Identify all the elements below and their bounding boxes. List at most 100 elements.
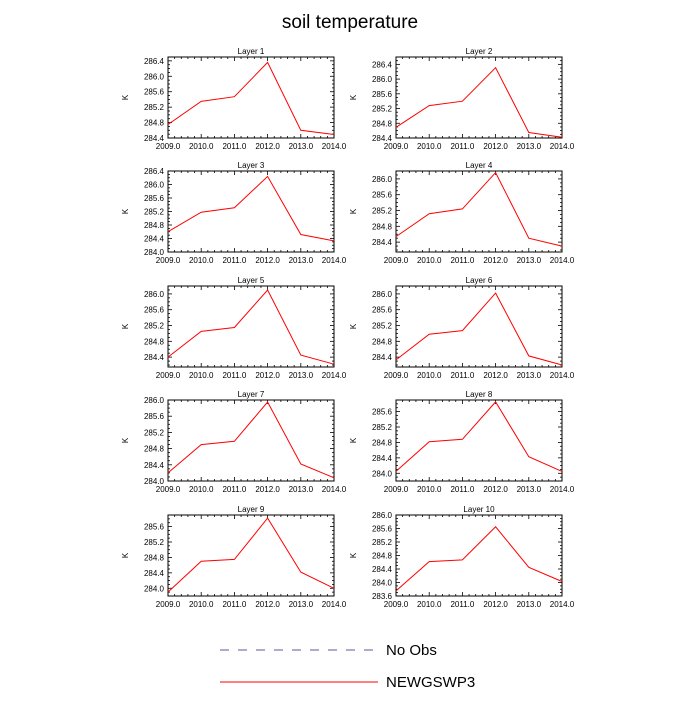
panel-layer-1: Layer 1 K 2009.0 2010.0 2011.0 2012.0 2013.0 20… <box>121 47 347 151</box>
panel-title: Layer 3 <box>238 161 265 170</box>
x-tick-label: 2012.0 <box>255 600 280 609</box>
x-tick-label: 2011.0 <box>450 371 474 380</box>
panel-layer-9: Layer 9 K 2009.0 2010.0 2011.0 2012.0 2013.0 20… <box>121 505 347 609</box>
panel-title: Layer 9 <box>238 505 265 514</box>
legend-label-newgswp3: NEWGSWP3 <box>386 674 475 691</box>
series-line-newgswp3 <box>395 401 563 472</box>
x-tick-label: 2011.0 <box>450 256 474 265</box>
plot-frame <box>167 56 335 139</box>
x-tick-label: 2010.0 <box>417 600 442 609</box>
y-tick-label: 285.2 <box>372 538 393 547</box>
y-tick-label: 284.8 <box>372 119 393 128</box>
y-tick-label: 285.2 <box>372 423 393 432</box>
panel-layer-2: Layer 2 K 2009.0 2010.0 2011.0 2012.0 2013.0 20… <box>349 47 575 151</box>
x-tick-label: 2014.0 <box>322 142 347 151</box>
y-tick-label: 284.0 <box>372 579 393 588</box>
x-tick-label: 2012.0 <box>255 142 280 151</box>
y-tick-label: 284.4 <box>144 569 165 578</box>
y-tick-label: 283.6 <box>372 592 393 601</box>
y-tick-label: 284.4 <box>144 461 165 470</box>
x-tick-label: 2013.0 <box>289 485 314 494</box>
x-tick-label: 2010.0 <box>417 142 442 151</box>
x-tick-label: 2010.0 <box>189 142 214 151</box>
y-tick-label: 286.0 <box>372 511 393 520</box>
x-tick-label: 2013.0 <box>517 485 542 494</box>
y-tick-label: 286.0 <box>144 181 165 190</box>
y-tick-label: 284.8 <box>144 119 165 128</box>
y-tick-label: 285.2 <box>144 428 165 437</box>
panel-layer-4: Layer 4 K 2009.0 2010.0 2011.0 2012.0 2013.0 20… <box>349 161 575 265</box>
x-tick-label: 2010.0 <box>189 371 214 380</box>
plot-frame <box>395 170 563 253</box>
x-tick-label: 2009.0 <box>384 256 409 265</box>
figure-title: soil temperature <box>282 12 418 33</box>
series-line-newgswp3 <box>395 66 563 138</box>
y-axis-label: K <box>121 437 130 443</box>
x-tick-label: 2009.0 <box>384 600 409 609</box>
y-tick-label: 285.6 <box>144 306 165 315</box>
x-tick-label: 2013.0 <box>517 256 542 265</box>
legend: No Obs NEWGSWP3 <box>220 642 475 691</box>
x-tick-label: 2013.0 <box>517 600 542 609</box>
panel-layer-7: Layer 7 K 2009.0 2010.0 2011.0 2012.0 2013.0 20… <box>121 390 347 494</box>
x-tick-label: 2011.0 <box>222 256 246 265</box>
y-tick-label: 286.0 <box>372 290 393 299</box>
panel-layer-10: Layer 10 K 2009.0 2010.0 2011.0 2012.0 2013.0 2… <box>349 505 575 609</box>
x-tick-label: 2013.0 <box>517 142 542 151</box>
x-tick-label: 2011.0 <box>222 600 246 609</box>
y-tick-label: 284.8 <box>372 552 393 561</box>
y-tick-label: 284.4 <box>372 454 393 463</box>
y-tick-label: 285.6 <box>372 90 393 99</box>
y-tick-label: 286.4 <box>144 57 165 66</box>
series-line-newgswp3 <box>167 289 335 365</box>
y-tick-label: 285.6 <box>144 194 165 203</box>
x-tick-label: 2009.0 <box>384 485 409 494</box>
y-tick-label: 284.8 <box>144 337 165 346</box>
y-tick-label: 286.0 <box>372 75 393 84</box>
panel-layer-5: Layer 5 K 2009.0 2010.0 2011.0 2012.0 2013.0 20… <box>121 276 347 380</box>
x-tick-label: 2011.0 <box>222 142 246 151</box>
y-axis-label: K <box>349 323 358 329</box>
x-tick-label: 2012.0 <box>483 371 508 380</box>
y-axis-label: K <box>349 208 358 214</box>
series-line-newgswp3 <box>167 175 335 242</box>
x-tick-label: 2009.0 <box>156 142 181 151</box>
plot-frame <box>395 56 563 139</box>
y-axis-label: K <box>121 323 130 329</box>
panels-group: Layer 1 K 2009.0 2010.0 2011.0 2012.0 2013.0 20… <box>121 47 575 609</box>
x-tick-label: 2014.0 <box>550 371 575 380</box>
y-tick-label: 286.4 <box>372 60 393 69</box>
x-tick-label: 2014.0 <box>550 600 575 609</box>
y-tick-label: 285.6 <box>372 408 393 417</box>
series-line-newgswp3 <box>167 401 335 479</box>
panel-layer-3: Layer 3 K 2009.0 2010.0 2011.0 2012.0 2013.0 20… <box>121 161 347 265</box>
x-tick-label: 2014.0 <box>322 600 347 609</box>
plot-frame <box>395 514 563 597</box>
series-line-newgswp3 <box>395 526 563 592</box>
x-tick-label: 2010.0 <box>417 371 442 380</box>
y-tick-label: 284.0 <box>144 248 165 257</box>
y-tick-label: 285.6 <box>372 525 393 534</box>
series-line-newgswp3 <box>167 517 335 593</box>
y-tick-label: 285.6 <box>372 191 393 200</box>
panel-title: Layer 2 <box>466 47 493 56</box>
y-tick-label: 284.4 <box>144 235 165 244</box>
panel-layer-6: Layer 6 K 2009.0 2010.0 2011.0 2012.0 2013.0 20… <box>349 276 575 380</box>
y-tick-label: 284.0 <box>144 584 165 593</box>
x-tick-label: 2012.0 <box>483 256 508 265</box>
x-tick-label: 2010.0 <box>417 485 442 494</box>
x-tick-label: 2010.0 <box>189 600 214 609</box>
y-tick-label: 286.0 <box>372 175 393 184</box>
y-tick-label: 284.4 <box>144 353 165 362</box>
x-tick-label: 2009.0 <box>384 142 409 151</box>
panel-title: Layer 1 <box>238 47 265 56</box>
x-tick-label: 2012.0 <box>483 600 508 609</box>
y-axis-label: K <box>349 552 358 558</box>
y-tick-label: 285.2 <box>144 538 165 547</box>
y-tick-label: 284.8 <box>144 221 165 230</box>
x-tick-label: 2012.0 <box>255 485 280 494</box>
y-tick-label: 284.4 <box>372 565 393 574</box>
panel-title: Layer 6 <box>466 276 493 285</box>
panel-title: Layer 10 <box>463 505 495 514</box>
x-tick-label: 2010.0 <box>189 256 214 265</box>
